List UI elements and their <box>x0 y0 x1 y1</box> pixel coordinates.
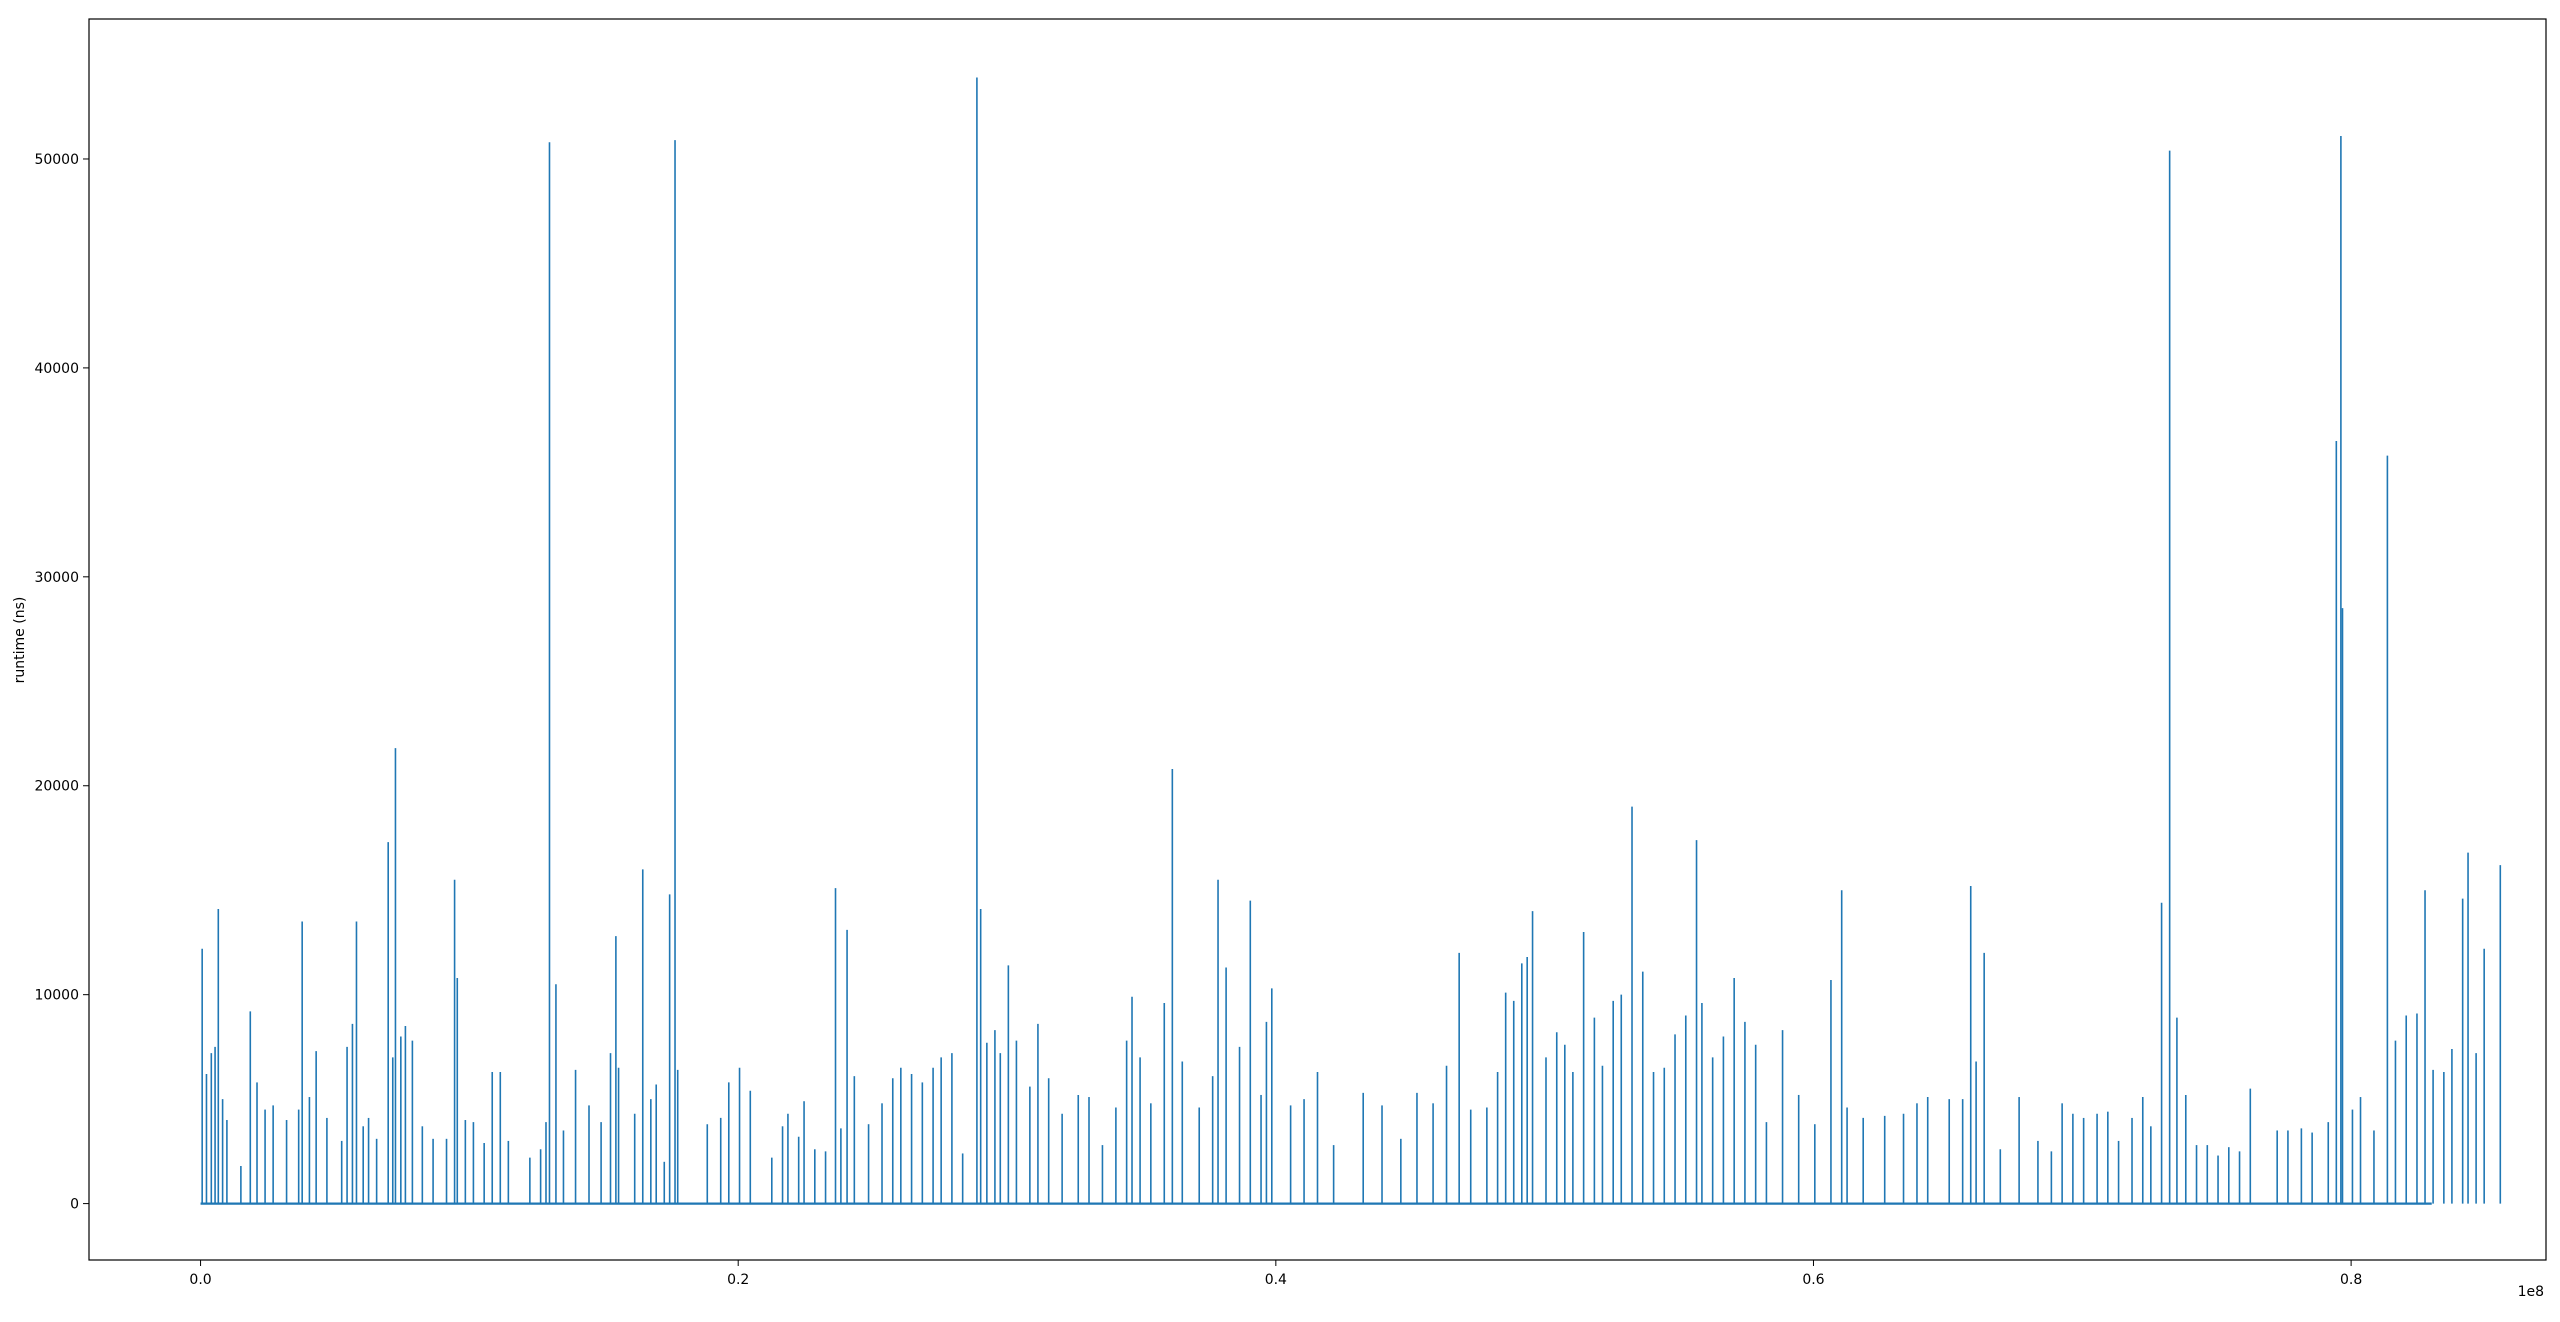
series-group <box>200 77 2502 1205</box>
x-tick-label: 0.6 <box>1802 1272 1824 1288</box>
x-tick-label: 0.0 <box>189 1272 211 1288</box>
y-axis-ticks: 0 10000 20000 30000 40000 50000 <box>34 152 89 1213</box>
x-tick-label: 0.2 <box>727 1272 749 1288</box>
y-tick-label: 50000 <box>34 152 79 168</box>
y-tick-label: 20000 <box>34 779 79 795</box>
y-axis-label: runtime (ns) <box>12 597 28 684</box>
y-tick-label: 40000 <box>34 361 79 377</box>
x-axis-offset-label: 1e8 <box>2518 1284 2544 1300</box>
x-tick-label: 0.4 <box>1265 1272 1287 1288</box>
plot-area-frame <box>88 18 2547 1261</box>
x-axis-ticks: 0.0 0.2 0.4 0.6 0.8 <box>189 1260 2362 1288</box>
x-tick-label: 0.8 <box>2340 1272 2362 1288</box>
y-tick-label: 0 <box>70 1197 79 1213</box>
y-tick-label: 10000 <box>34 988 79 1004</box>
y-tick-label: 30000 <box>34 570 79 586</box>
